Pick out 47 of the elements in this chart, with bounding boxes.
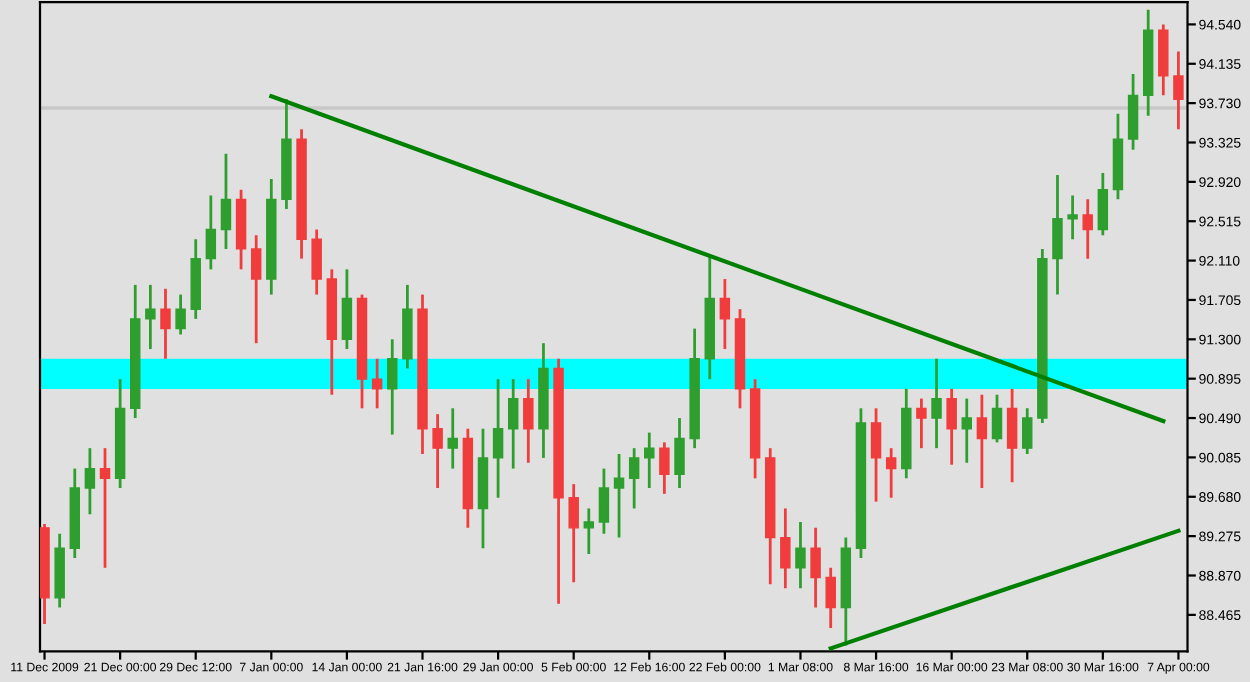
candlestick — [991, 393, 1003, 444]
candlestick — [795, 520, 806, 590]
candlestick — [387, 337, 398, 436]
candlestick — [628, 446, 640, 510]
candlestick — [1022, 406, 1033, 456]
candlestick — [84, 446, 96, 516]
candlestick — [523, 377, 534, 465]
candlestick — [659, 440, 670, 496]
candlestick — [160, 287, 171, 361]
candlestick — [1006, 387, 1018, 484]
candlestick — [961, 397, 972, 465]
candlestick — [492, 377, 504, 500]
candlestick — [205, 194, 217, 271]
candlestick — [931, 357, 942, 450]
candlestick — [885, 446, 897, 500]
candlestick — [175, 293, 186, 336]
candlestick — [311, 228, 322, 296]
candlestick — [1082, 197, 1093, 261]
candlestick — [583, 507, 595, 556]
candlestick — [1097, 171, 1109, 237]
candlestick — [644, 431, 655, 490]
candlestick — [341, 267, 353, 351]
candlestick — [780, 507, 791, 590]
candlestick — [432, 412, 443, 490]
candlestick — [447, 406, 458, 470]
candlestick — [613, 452, 625, 539]
candlestick — [1052, 173, 1063, 296]
candlestick — [145, 283, 156, 351]
candlestick — [825, 566, 836, 630]
candlestick — [598, 467, 610, 536]
candlestick — [250, 233, 262, 345]
candlestick — [1067, 194, 1078, 241]
candlestick — [568, 482, 579, 584]
candlestick — [810, 526, 821, 609]
candlestick — [99, 446, 111, 570]
candlestick — [1127, 72, 1139, 152]
candlestick — [916, 397, 927, 450]
candlestick — [1173, 50, 1184, 131]
candlestick — [719, 277, 731, 351]
candlestick — [220, 152, 232, 251]
candlestick — [507, 377, 519, 470]
candlestick — [870, 406, 882, 504]
candlestick — [976, 393, 988, 490]
candlestick — [674, 416, 685, 490]
candlestick — [371, 357, 383, 410]
candlestick — [1158, 23, 1169, 97]
candlestick — [946, 387, 957, 467]
